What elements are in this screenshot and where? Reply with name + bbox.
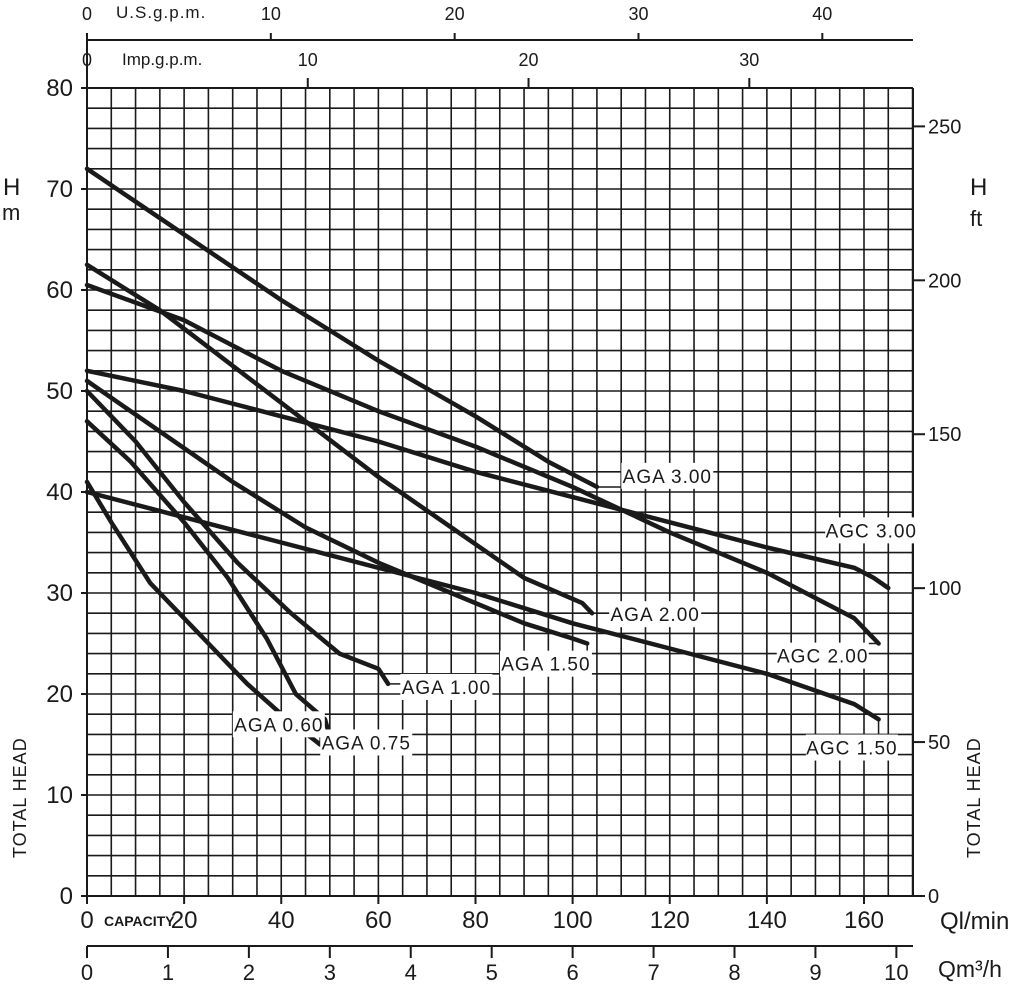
label-box-agc-3-00 bbox=[825, 517, 918, 544]
impgpm-tick-label: 0 bbox=[82, 50, 92, 70]
m3h-tick-label: 7 bbox=[647, 960, 659, 985]
m3h-tick-label: 5 bbox=[486, 960, 498, 985]
head-ft-tick-label: 0 bbox=[928, 886, 939, 908]
usgpm-tick-label: 20 bbox=[445, 4, 465, 24]
label-box-agc-2-00 bbox=[776, 642, 869, 669]
label-aga-0-75: AGA 0.75 bbox=[322, 733, 411, 754]
label-box-aga-3-00 bbox=[621, 462, 714, 489]
ql-tick-label: 60 bbox=[365, 907, 392, 934]
label-box-aga-0-75 bbox=[320, 729, 413, 756]
right-axis-title: TOTAL HEAD bbox=[964, 737, 984, 858]
m3h-tick-label: 6 bbox=[567, 960, 579, 985]
head-m-tick-label: 80 bbox=[46, 75, 73, 102]
curve-agc-2-00 bbox=[84, 282, 881, 646]
label-box-aga-2-00 bbox=[609, 601, 702, 628]
head-m-tick-label: 10 bbox=[46, 782, 73, 809]
curve-aga-1-00 bbox=[84, 388, 391, 687]
axis-lines bbox=[86, 38, 914, 947]
left-axis-title: TOTAL HEAD bbox=[10, 737, 30, 858]
head-ft-tick-label: 100 bbox=[928, 578, 961, 600]
ql-tick-label: 160 bbox=[844, 907, 884, 934]
label-aga-1-00: AGA 1.00 bbox=[402, 678, 491, 699]
label-aga-0-60: AGA 0.60 bbox=[234, 715, 323, 736]
usgpm-tick-label: 0 bbox=[82, 4, 92, 24]
label-box-agc-1-50 bbox=[805, 734, 898, 761]
head-m-tick-label: 50 bbox=[46, 378, 73, 405]
head-ft-tick-label: 150 bbox=[928, 424, 961, 446]
ql-tick-label: 0 bbox=[80, 907, 93, 934]
usgpm-tick-label: 10 bbox=[261, 4, 281, 24]
ql-tick-label: 140 bbox=[747, 907, 787, 934]
ql-tick-label: 100 bbox=[553, 907, 593, 934]
usgpm-unit-label: U.S.g.p.m. bbox=[116, 3, 206, 22]
curve-aga-1-50 bbox=[84, 378, 590, 646]
ql-tick-label: 20 bbox=[171, 907, 198, 934]
capacity-label: CAPACITY bbox=[104, 913, 175, 929]
plot-grid bbox=[86, 87, 914, 897]
head-m-tick-label: 0 bbox=[60, 883, 73, 910]
head-ft-tick-label: 250 bbox=[928, 116, 961, 138]
left-axis-symbol: H bbox=[3, 174, 20, 201]
impgpm-tick-label: 10 bbox=[298, 50, 318, 70]
label-agc-2-00: AGC 2.00 bbox=[777, 647, 868, 668]
curve-agc-1-50 bbox=[84, 489, 881, 722]
m3h-unit-label: Qm³/h bbox=[938, 956, 1002, 982]
m3h-tick-label: 2 bbox=[243, 960, 255, 985]
head-m-tick-label: 70 bbox=[46, 176, 73, 203]
ql-tick-label: 120 bbox=[650, 907, 690, 934]
curve-group bbox=[84, 166, 891, 747]
impgpm-unit-label: Imp.g.p.m. bbox=[122, 50, 202, 69]
m3h-tick-label: 1 bbox=[162, 960, 174, 985]
m3h-tick-label: 8 bbox=[728, 960, 740, 985]
right-axis-unit: ft bbox=[970, 206, 982, 231]
label-box-aga-1-50 bbox=[499, 650, 592, 677]
impgpm-tick-label: 30 bbox=[739, 50, 759, 70]
m3h-tick-label: 10 bbox=[884, 960, 908, 985]
head-ft-tick-label: 200 bbox=[928, 270, 961, 292]
ql-tick-label: 80 bbox=[462, 907, 489, 934]
label-aga-3-00: AGA 3.00 bbox=[623, 467, 712, 488]
curve-agc-3-00 bbox=[84, 368, 891, 591]
curve-aga-2-00 bbox=[84, 262, 595, 616]
head-m-tick-label: 20 bbox=[46, 681, 73, 708]
head-m-tick-label: 30 bbox=[46, 580, 73, 607]
usgpm-tick-label: 30 bbox=[628, 4, 648, 24]
head-m-tick-label: 40 bbox=[46, 479, 73, 506]
right-axis-symbol: H bbox=[970, 174, 987, 201]
head-ft-tick-label: 50 bbox=[928, 732, 950, 754]
label-aga-1-50: AGA 1.50 bbox=[501, 655, 590, 676]
head-m-tick-label: 60 bbox=[46, 277, 73, 304]
label-agc-1-50: AGC 1.50 bbox=[806, 739, 897, 760]
m3h-tick-label: 4 bbox=[405, 960, 417, 985]
usgpm-tick-label: 40 bbox=[812, 4, 832, 24]
impgpm-tick-label: 20 bbox=[519, 50, 539, 70]
m3h-tick-label: 0 bbox=[81, 960, 93, 985]
m3h-tick-label: 9 bbox=[809, 960, 821, 985]
ql-unit-label: Ql/min bbox=[940, 908, 1009, 935]
label-aga-2-00: AGA 2.00 bbox=[611, 605, 700, 626]
ql-tick-label: 40 bbox=[268, 907, 295, 934]
label-agc-3-00: AGC 3.00 bbox=[826, 521, 917, 542]
label-box-aga-1-00 bbox=[400, 673, 493, 700]
curve-aga-3-00 bbox=[84, 166, 600, 490]
label-box-aga-0-60 bbox=[232, 711, 325, 738]
m3h-tick-label: 3 bbox=[324, 960, 336, 985]
left-axis-unit: m bbox=[2, 200, 20, 225]
